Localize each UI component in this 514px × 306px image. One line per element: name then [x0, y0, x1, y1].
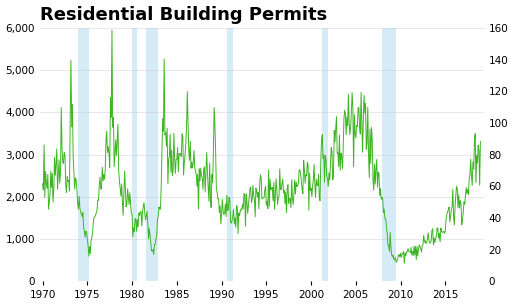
- Bar: [145, 28, 158, 282]
- Text: Residential Building Permits: Residential Building Permits: [40, 6, 327, 24]
- Bar: [132, 28, 137, 282]
- Bar: [78, 28, 89, 282]
- Bar: [322, 28, 328, 282]
- Bar: [382, 28, 396, 282]
- Bar: [227, 28, 233, 282]
